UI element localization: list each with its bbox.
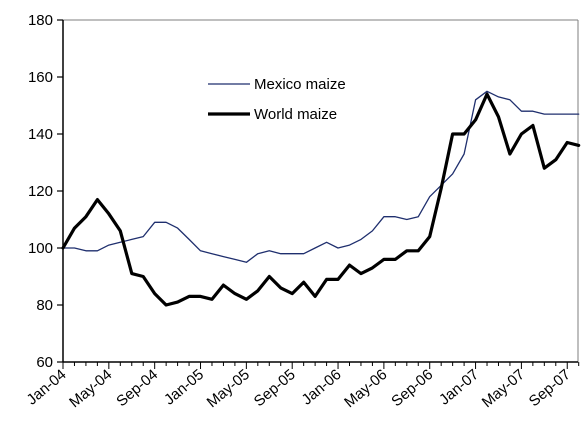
x-tick-label: Jan-05 xyxy=(161,366,207,409)
legend-item-world-maize: World maize xyxy=(208,106,337,123)
y-tick-label: 100 xyxy=(28,240,53,257)
y-tick-label: 180 xyxy=(28,12,53,29)
y-tick-label: 140 xyxy=(28,126,53,143)
x-tick-label: Sep-05 xyxy=(251,366,299,410)
x-tick-label: May-07 xyxy=(479,366,528,411)
y-tick-label: 160 xyxy=(28,69,53,86)
legend-label: World maize xyxy=(254,106,337,123)
series-line-world-maize xyxy=(61,92,581,307)
legend-label: Mexico maize xyxy=(254,76,346,93)
series-layer xyxy=(61,90,581,307)
x-tick-label: Sep-06 xyxy=(388,366,436,410)
series-line-mexico-maize xyxy=(62,90,580,263)
x-tick-label: Jan-04 xyxy=(24,366,70,409)
x-tick-label: Jan-07 xyxy=(436,366,482,409)
plot-area xyxy=(63,19,579,362)
legend: Mexico maize World maize xyxy=(208,76,346,123)
legend-item-mexico-maize: Mexico maize xyxy=(208,76,346,93)
x-tick-label: Jan-06 xyxy=(299,366,345,409)
x-tick-label: May-06 xyxy=(341,366,390,411)
y-tick-label: 60 xyxy=(36,354,53,371)
y-tick-label: 120 xyxy=(28,183,53,200)
x-tick-label: Sep-07 xyxy=(526,366,574,410)
y-tick-label: 80 xyxy=(36,297,53,314)
x-tick-label: Sep-04 xyxy=(113,366,161,410)
y-axis: 60 80 100 120 140 160 180 xyxy=(28,12,64,371)
x-tick-label: May-05 xyxy=(204,366,253,411)
x-tick-label: May-04 xyxy=(66,366,115,411)
